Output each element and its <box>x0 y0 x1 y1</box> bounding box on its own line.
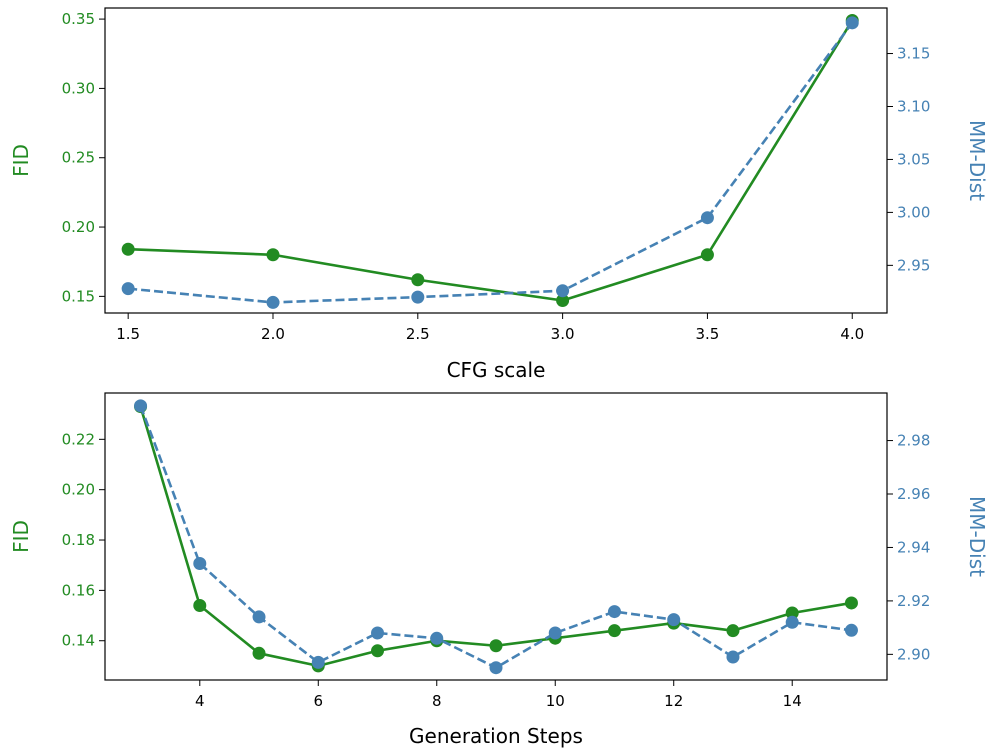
x-tick-label: 8 <box>432 692 442 710</box>
y-left-tick-label: 0.35 <box>62 10 95 28</box>
y-right-tick-label: 3.00 <box>897 203 930 221</box>
data-point-mm-dist-4 <box>700 211 714 225</box>
series-line-fid <box>139 406 852 668</box>
data-point-mm-dist-1 <box>193 556 207 570</box>
series-line-fid <box>128 19 854 302</box>
y-right-tick-label: 2.95 <box>897 256 930 274</box>
y-left-axis-title: FID <box>9 144 33 177</box>
data-point-fid-8 <box>607 624 621 638</box>
data-point-mm-dist-11 <box>785 615 799 629</box>
y-right-tick-label: 3.05 <box>897 150 930 168</box>
y-left-tick-label: 0.30 <box>62 79 95 97</box>
y-left-tick-label: 0.15 <box>62 287 95 305</box>
x-tick-label: 4.0 <box>840 325 864 343</box>
x-tick-label: 2.0 <box>261 325 285 343</box>
y-right-axis-title: MM-Dist <box>965 496 989 577</box>
data-point-mm-dist-9 <box>667 613 681 627</box>
data-point-mm-dist-12 <box>844 623 858 637</box>
y-left-tick-label: 0.14 <box>62 632 95 650</box>
y-right-tick-label: 3.10 <box>897 97 930 115</box>
y-left-tick-label: 0.20 <box>62 218 95 236</box>
y-right-tick-label: 2.96 <box>897 485 930 503</box>
data-point-mm-dist-8 <box>607 605 621 619</box>
x-axis-title: CFG scale <box>447 358 546 382</box>
x-axis-title: Generation Steps <box>409 724 583 748</box>
y-right-tick-label: 2.92 <box>897 592 930 610</box>
data-point-mm-dist-0 <box>121 282 135 296</box>
chart-panel-1: 1.5 2.0 2.5 3.0 3.5 4.0 0.15 0.20 0.25 0.30 0.35 2.… <box>9 7 989 382</box>
y-right-tick-label: 3.15 <box>897 45 930 63</box>
data-point-mm-dist-3 <box>311 655 325 669</box>
data-point-fid-4 <box>371 644 385 658</box>
data-point-fid-11 <box>785 606 799 620</box>
y-left-tick-label: 0.25 <box>62 149 95 167</box>
data-point-mm-dist-0 <box>134 399 148 413</box>
data-point-fid-12 <box>844 596 858 610</box>
x-tick-label: 4 <box>195 692 205 710</box>
data-point-mm-dist-10 <box>726 650 740 664</box>
y-right-tick-label: 2.94 <box>897 538 930 556</box>
y-left-tick-label: 0.18 <box>62 531 95 549</box>
data-point-mm-dist-2 <box>252 610 266 624</box>
data-point-fid-2 <box>411 273 425 287</box>
data-point-mm-dist-5 <box>430 631 444 645</box>
data-point-fid-2 <box>252 646 266 660</box>
x-tick-label: 14 <box>783 692 802 710</box>
plot-frame <box>104 392 888 681</box>
plot-frame <box>104 7 888 314</box>
x-tick-label: 12 <box>664 692 683 710</box>
y-left-tick-label: 0.20 <box>62 481 95 499</box>
data-point-mm-dist-7 <box>548 626 562 640</box>
data-point-fid-6 <box>489 639 503 653</box>
x-tick-label: 3.0 <box>551 325 575 343</box>
y-left-tick-label: 0.16 <box>62 581 95 599</box>
y-left-axis-title: FID <box>9 520 33 553</box>
data-point-fid-3 <box>556 294 570 308</box>
y-left-tick-label: 0.22 <box>62 430 95 448</box>
data-point-fid-1 <box>266 248 280 262</box>
data-point-fid-4 <box>700 248 714 262</box>
data-point-mm-dist-2 <box>411 290 425 304</box>
data-point-fid-0 <box>121 242 135 256</box>
x-tick-label: 2.5 <box>406 325 430 343</box>
series-line-mm-dist <box>128 22 854 304</box>
x-tick-label: 10 <box>546 692 565 710</box>
y-right-tick-label: 2.98 <box>897 432 930 450</box>
y-right-axis-title: MM-Dist <box>965 120 989 201</box>
data-point-mm-dist-6 <box>489 661 503 675</box>
data-point-fid-10 <box>726 624 740 638</box>
data-point-mm-dist-3 <box>556 284 570 298</box>
x-tick-label: 3.5 <box>695 325 719 343</box>
y-right-tick-label: 2.90 <box>897 645 930 663</box>
data-point-mm-dist-4 <box>371 626 385 640</box>
x-tick-label: 6 <box>313 692 323 710</box>
chart-panel-2: 4 6 8 10 12 14 0.14 0.16 0.18 0.20 0.22 2.90 2.92 2.9… <box>9 392 989 748</box>
data-point-fid-1 <box>193 598 207 612</box>
x-tick-label: 1.5 <box>116 325 140 343</box>
data-point-mm-dist-5 <box>845 16 859 30</box>
data-point-mm-dist-1 <box>266 295 280 309</box>
